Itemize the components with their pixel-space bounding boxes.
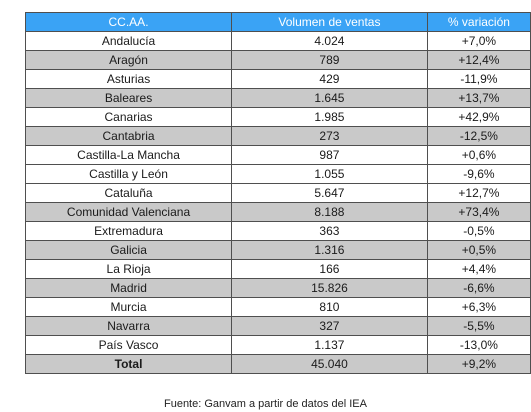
cell-region: Galicia <box>24 240 233 260</box>
cell-sales: 327 <box>231 316 428 336</box>
cell-change: +4,4% <box>426 259 531 279</box>
cell-sales: 5.647 <box>231 183 428 203</box>
cell-change: +73,4% <box>426 202 531 222</box>
table-row: Murcia 810 +6,3% <box>24 297 531 317</box>
cell-region: Baleares <box>24 88 233 108</box>
cell-change: +6,3% <box>426 297 531 317</box>
cell-change: -0,5% <box>426 221 531 241</box>
cell-region: Aragón <box>24 50 233 70</box>
sales-table-container: CC.AA. Volumen de ventas % variación And… <box>24 12 531 374</box>
cell-sales: 1.137 <box>231 335 428 355</box>
cell-change: +12,7% <box>426 183 531 203</box>
cell-total-sales: 45.040 <box>231 354 428 374</box>
table-row: Galicia 1.316 +0,5% <box>24 240 531 260</box>
cell-region: Andalucía <box>24 31 233 51</box>
cell-change: -12,5% <box>426 126 531 146</box>
cell-sales: 429 <box>231 69 428 89</box>
cell-sales: 987 <box>231 145 428 165</box>
table-row: Canarias 1.985 +42,9% <box>24 107 531 127</box>
cell-change: -5,5% <box>426 316 531 336</box>
table-total-row: Total 45.040 +9,2% <box>24 354 531 374</box>
table-row: País Vasco 1.137 -13,0% <box>24 335 531 355</box>
table-row: Navarra 327 -5,5% <box>24 316 531 336</box>
cell-sales: 166 <box>231 259 428 279</box>
header-percent-change: % variación <box>426 12 531 32</box>
cell-region: Asturias <box>24 69 233 89</box>
cell-change: +7,0% <box>426 31 531 51</box>
cell-region: Extremadura <box>24 221 233 241</box>
cell-region: Cataluña <box>24 183 233 203</box>
table-row: Andalucía 4.024 +7,0% <box>24 31 531 51</box>
cell-sales: 789 <box>231 50 428 70</box>
table-row: Cataluña 5.647 +12,7% <box>24 183 531 203</box>
cell-region: País Vasco <box>24 335 233 355</box>
cell-change: +13,7% <box>426 88 531 108</box>
cell-change: -13,0% <box>426 335 531 355</box>
cell-change: +12,4% <box>426 50 531 70</box>
table-row: Cantabria 273 -12,5% <box>24 126 531 146</box>
source-caption: Fuente: Ganvam a partir de datos del IEA <box>163 398 367 410</box>
table-row: La Rioja 166 +4,4% <box>24 259 531 279</box>
cell-region: Madrid <box>24 278 233 298</box>
table-row: Castilla y León 1.055 -9,6% <box>24 164 531 184</box>
cell-total-change: +9,2% <box>426 354 531 374</box>
table-row: Extremadura 363 -0,5% <box>24 221 531 241</box>
cell-sales: 15.826 <box>231 278 428 298</box>
cell-sales: 1.985 <box>231 107 428 127</box>
cell-sales: 8.188 <box>231 202 428 222</box>
table-row: Madrid 15.826 -6,6% <box>24 278 531 298</box>
table-row: Asturias 429 -11,9% <box>24 69 531 89</box>
cell-sales: 1.645 <box>231 88 428 108</box>
header-sales-volume: Volumen de ventas <box>231 12 428 32</box>
cell-total-label: Total <box>24 354 233 374</box>
cell-change: +42,9% <box>426 107 531 127</box>
table-row: Aragón 789 +12,4% <box>24 50 531 70</box>
cell-sales: 363 <box>231 221 428 241</box>
cell-sales: 1.316 <box>231 240 428 260</box>
table-header-row: CC.AA. Volumen de ventas % variación <box>24 12 531 32</box>
cell-sales: 810 <box>231 297 428 317</box>
header-region: CC.AA. <box>24 12 233 32</box>
table-row: Baleares 1.645 +13,7% <box>24 88 531 108</box>
cell-region: Cantabria <box>24 126 233 146</box>
cell-change: -11,9% <box>426 69 531 89</box>
cell-change: +0,6% <box>426 145 531 165</box>
cell-sales: 4.024 <box>231 31 428 51</box>
cell-sales: 1.055 <box>231 164 428 184</box>
cell-change: +0,5% <box>426 240 531 260</box>
cell-region: Canarias <box>24 107 233 127</box>
cell-region: Murcia <box>24 297 233 317</box>
sales-by-region-table: CC.AA. Volumen de ventas % variación And… <box>24 12 531 374</box>
cell-sales: 273 <box>231 126 428 146</box>
cell-change: -9,6% <box>426 164 531 184</box>
cell-region: Castilla-La Mancha <box>24 145 233 165</box>
cell-region: Navarra <box>24 316 233 336</box>
cell-change: -6,6% <box>426 278 531 298</box>
cell-region: Castilla y León <box>24 164 233 184</box>
table-row: Castilla-La Mancha 987 +0,6% <box>24 145 531 165</box>
cell-region: La Rioja <box>24 259 233 279</box>
cell-region: Comunidad Valenciana <box>24 202 233 222</box>
table-row: Comunidad Valenciana 8.188 +73,4% <box>24 202 531 222</box>
